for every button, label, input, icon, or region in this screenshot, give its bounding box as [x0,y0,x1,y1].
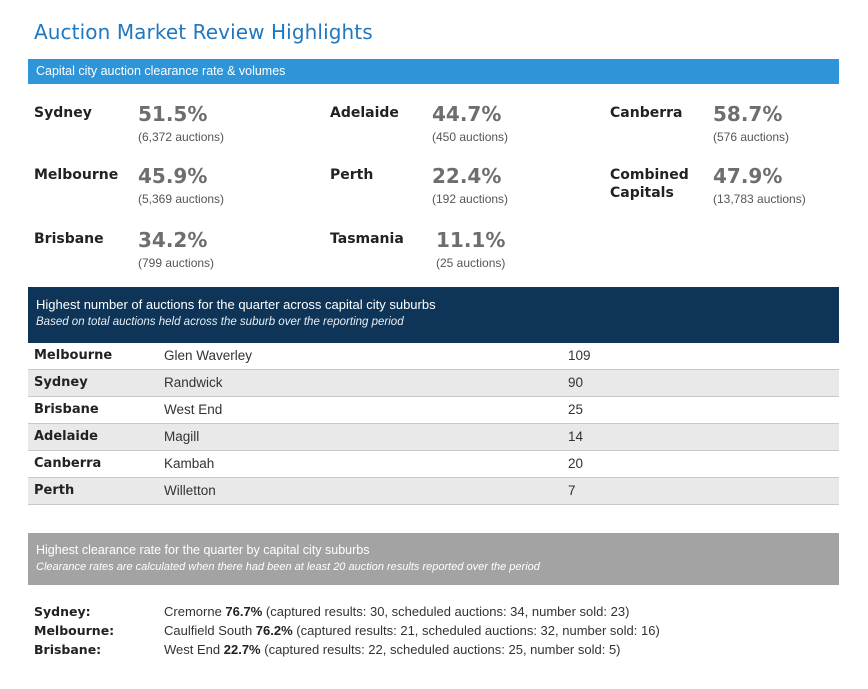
clearance-suburb: Cremorne [164,604,222,619]
clearance-details: (captured results: 22, scheduled auction… [264,642,621,657]
stat-city: Tasmania [330,231,404,247]
clearance-city: Sydney: [34,604,91,619]
clearance-section-header: Capital city auction clearance rate & vo… [28,59,839,84]
stat-rate: 47.9% [713,164,783,188]
clearance-detail: Cremorne 76.7% (captured results: 30, sc… [164,602,629,621]
suburbs-header-title: Highest number of auctions for the quart… [36,297,436,312]
stat-volume: (25 auctions) [436,256,506,270]
clearance-rate-section-header: Highest clearance rate for the quarter b… [28,533,839,585]
list-item: Sydney: Cremorne 76.7% (captured results… [34,602,834,621]
stat-city: Melbourne [34,167,119,183]
row-city: Adelaide [34,429,98,444]
row-count: 14 [568,429,584,444]
list-item: Melbourne: Caulfield South 76.2% (captur… [34,621,834,640]
row-count: 25 [568,402,584,417]
clearance-detail: West End 22.7% (captured results: 22, sc… [164,640,621,659]
stat-rate: 34.2% [138,228,208,252]
row-count: 90 [568,375,584,390]
table-row: Sydney Randwick 90 [28,370,839,397]
stat-volume: (576 auctions) [713,130,790,144]
row-city: Sydney [34,375,88,390]
clearance-suburb: West End [164,642,221,657]
row-suburb: Glen Waverley [164,348,253,363]
table-row: Brisbane West End 25 [28,397,839,424]
clearance-city: Brisbane: [34,642,102,657]
clearance-stats-grid: Sydney 51.5% (6,372 auctions) Adelaide 4… [28,84,839,287]
row-suburb: Kambah [164,456,215,471]
table-row: Canberra Kambah 20 [28,451,839,478]
clearance-city: Melbourne: [34,623,115,638]
stat-rate: 45.9% [138,164,208,188]
stat-city-line2: Capitals [610,185,674,201]
stat-rate: 51.5% [138,102,208,126]
table-row: Perth Willetton 7 [28,478,839,505]
stat-city: Brisbane [34,231,104,247]
stat-volume: (5,369 auctions) [138,192,225,206]
row-count: 7 [568,483,576,498]
stat-city-line1: Combined [610,167,689,183]
row-city: Brisbane [34,402,99,417]
stat-city: Perth [330,167,374,183]
stat-volume: (13,783 auctions) [713,192,806,206]
clearance-rate-header-title: Highest clearance rate for the quarter b… [36,543,370,557]
suburbs-header-subtitle: Based on total auctions held across the … [36,316,404,328]
clearance-detail: Caulfield South 76.2% (captured results:… [164,621,660,640]
stat-rate: 44.7% [432,102,502,126]
stat-volume: (192 auctions) [432,192,509,206]
table-row: Adelaide Magill 14 [28,424,839,451]
suburbs-section-header: Highest number of auctions for the quart… [28,287,839,343]
stat-rate: 11.1% [436,228,506,252]
clearance-suburb: Caulfield South [164,623,253,638]
stat-rate: 58.7% [713,102,783,126]
row-suburb: West End [164,402,223,417]
stat-city: Canberra [610,105,683,121]
row-count: 20 [568,456,584,471]
clearance-rate: 22.7% [223,642,261,657]
clearance-rate-list: Sydney: Cremorne 76.7% (captured results… [34,602,834,659]
suburbs-table: Melbourne Glen Waverley 109 Sydney Randw… [28,343,839,505]
row-suburb: Magill [164,429,200,444]
table-row: Melbourne Glen Waverley 109 [28,343,839,370]
stat-volume: (6,372 auctions) [138,130,225,144]
row-city: Perth [34,483,75,498]
row-suburb: Willetton [164,483,216,498]
stat-volume: (799 auctions) [138,256,215,270]
stat-city: Sydney [34,105,92,121]
clearance-rate: 76.2% [255,623,293,638]
stat-rate: 22.4% [432,164,502,188]
row-city: Melbourne [34,348,113,363]
stat-city: Combined Capitals [610,166,689,202]
clearance-details: (captured results: 21, scheduled auction… [296,623,660,638]
row-suburb: Randwick [164,375,223,390]
row-count: 109 [568,348,591,363]
clearance-rate: 76.7% [225,604,263,619]
page-title: Auction Market Review Highlights [34,20,373,44]
stat-volume: (450 auctions) [432,130,509,144]
clearance-rate-header-subtitle: Clearance rates are calculated when ther… [36,561,540,573]
list-item: Brisbane: West End 22.7% (captured resul… [34,640,834,659]
stat-city: Adelaide [330,105,399,121]
clearance-details: (captured results: 30, scheduled auction… [265,604,630,619]
row-city: Canberra [34,456,102,471]
